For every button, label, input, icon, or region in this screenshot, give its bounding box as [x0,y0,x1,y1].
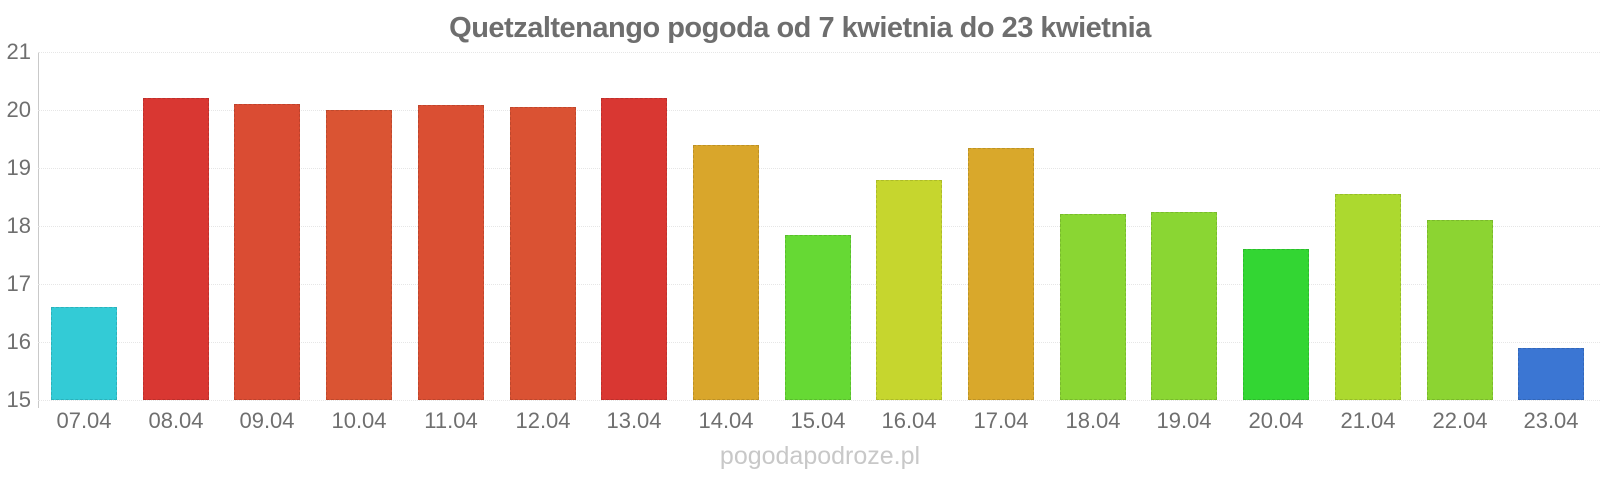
bar-07.04[interactable] [51,307,117,400]
bar-15.04[interactable] [785,234,851,400]
x-tick-22.04: 22.04 [1432,408,1488,433]
bar-18.04[interactable] [1060,214,1126,400]
x-tick-19.04: 19.04 [1156,408,1212,433]
bar-22.04[interactable] [1427,220,1493,400]
x-tick-15.04: 15.04 [790,408,846,433]
bar-11.04[interactable] [418,105,484,400]
chart-title: Quetzaltenango pogoda od 7 kwietnia do 2… [449,12,1151,44]
x-tick-13.04: 13.04 [606,408,662,433]
x-tick-14.04: 14.04 [698,408,754,433]
x-tick-21.04: 21.04 [1340,408,1396,433]
y-tick-15: 15 [6,387,31,412]
bar-20.04[interactable] [1243,249,1309,400]
watermark: pogodapodroze.pl [719,442,921,470]
x-tick-10.04: 10.04 [331,408,387,433]
gridline-18 [38,226,1600,227]
bar-10.04[interactable] [326,110,392,400]
bar-16.04[interactable] [876,179,942,400]
x-tick-11.04: 11.04 [424,408,478,433]
y-tick-20: 20 [6,97,31,122]
bar-23.04[interactable] [1518,347,1584,400]
gridline-20 [38,110,1600,111]
bar-13.04[interactable] [601,98,667,400]
x-tick-08.04: 08.04 [148,408,204,433]
bar-17.04[interactable] [968,147,1034,400]
gridline-15 [38,400,1600,401]
x-tick-12.04: 12.04 [515,408,571,433]
bar-12.04[interactable] [510,107,576,400]
y-tick-17: 17 [6,271,31,296]
x-tick-20.04: 20.04 [1248,408,1304,433]
x-tick-16.04: 16.04 [881,408,937,433]
bar-08.04[interactable] [143,98,209,400]
y-tick-16: 16 [6,329,31,354]
bar-21.04[interactable] [1335,194,1401,400]
bar-19.04[interactable] [1151,211,1217,400]
x-tick-23.04: 23.04 [1523,408,1579,433]
bar-14.04[interactable] [693,144,759,400]
bar-09.04[interactable] [234,104,300,400]
x-tick-18.04: 18.04 [1065,408,1121,433]
x-tick-07.04: 07.04 [56,408,112,433]
gridline-19 [38,168,1600,169]
y-axis-line [38,52,39,408]
y-tick-21: 21 [6,39,31,64]
x-tick-17.04: 17.04 [973,408,1029,433]
gridline-21 [38,52,1600,53]
y-tick-18: 18 [6,213,31,238]
x-tick-09.04: 09.04 [239,408,295,433]
y-tick-19: 19 [6,155,31,180]
